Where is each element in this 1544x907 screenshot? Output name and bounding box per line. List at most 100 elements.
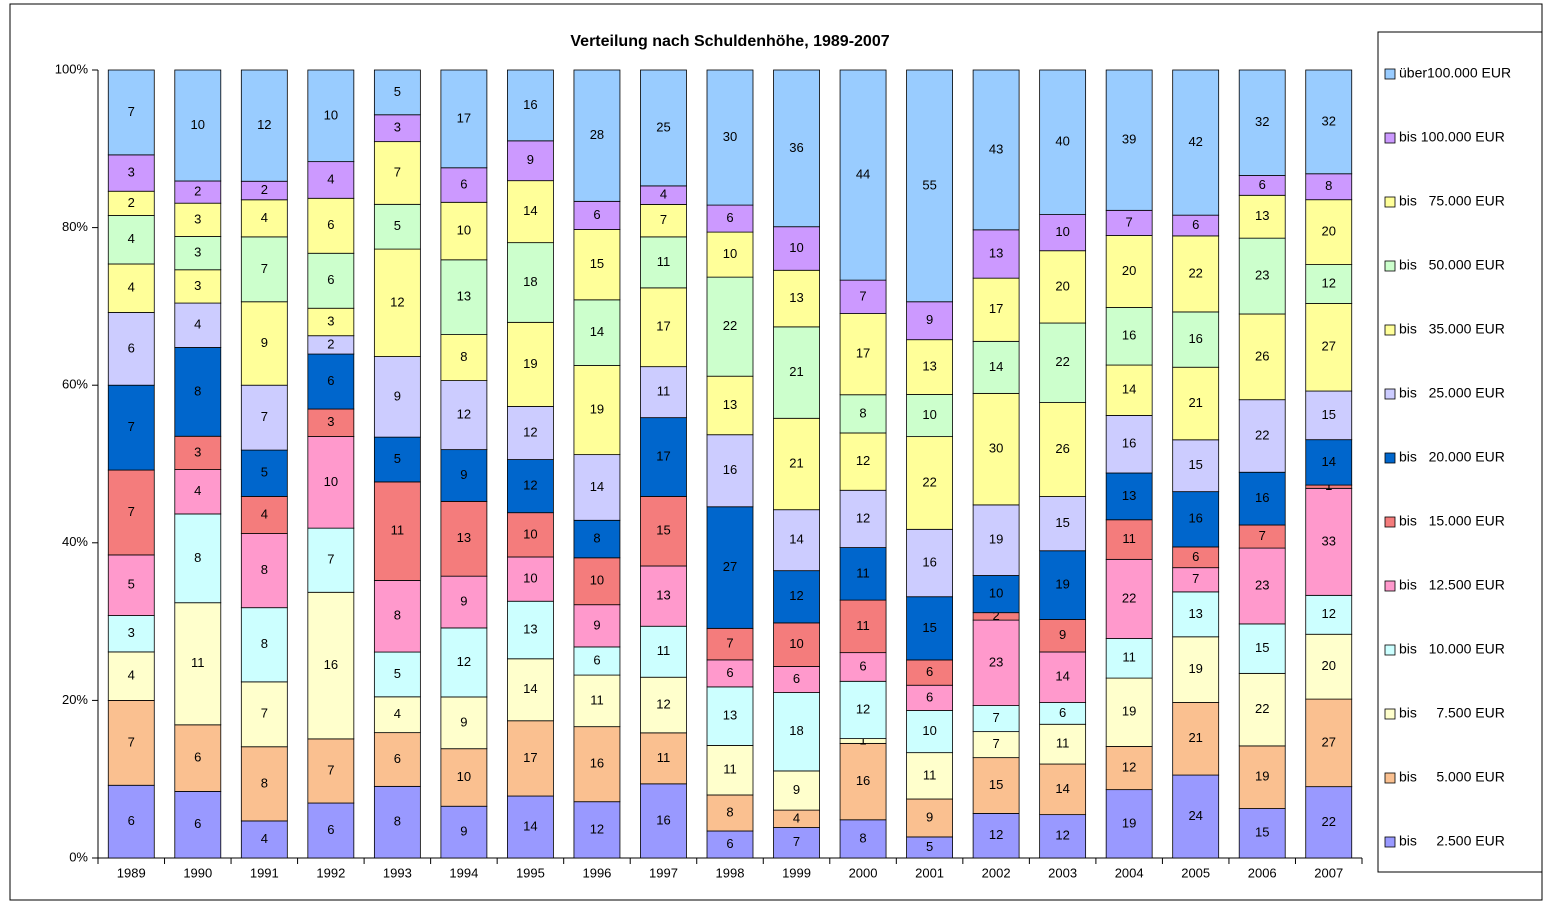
data-label: 16 [1188,331,1202,346]
data-label: 1 [859,732,866,747]
bar-segment [1039,723,1087,765]
data-label: 18 [789,723,803,738]
data-label: 15 [989,777,1003,792]
data-label: 4 [660,187,667,202]
bar-segment [174,302,222,348]
data-label: 13 [457,530,471,545]
data-label: 9 [793,782,800,797]
data-label: 15 [656,523,670,538]
bar-segment [839,547,887,601]
x-tick-label: 1999 [782,865,811,880]
data-label: 13 [723,397,737,412]
legend-swatch [1384,132,1396,144]
x-tick-label: 2006 [1248,865,1277,880]
x-tick-label: 1997 [649,865,678,880]
bar-segment [1172,311,1220,368]
bar-segment [307,738,355,804]
bar-segment [773,509,820,572]
bar-segment [174,435,222,470]
data-label: 7 [992,710,999,725]
legend-swatch [1384,580,1396,592]
data-label: 12 [457,407,471,422]
bar-segment [107,615,155,653]
bar-segment [107,312,155,386]
bar-segment [240,607,288,683]
bar-segment [1238,623,1286,674]
data-label: 3 [194,444,201,459]
bar-segment [972,757,1020,814]
bar-segment [1238,399,1286,473]
bar-segment [573,604,621,648]
data-label: 11 [923,767,937,782]
bar-segment [373,651,421,698]
bar-segment [706,231,754,278]
bar-segment [307,252,355,309]
data-label: 2 [194,184,201,199]
bar-segment [1105,677,1153,747]
bar-segment [507,459,554,514]
bar-segment [839,819,887,859]
data-label: 14 [590,479,604,494]
bar-segment [640,783,687,859]
bar-segment [1105,69,1153,211]
bar-segment [1238,672,1286,747]
x-tick-label: 2001 [915,865,944,880]
data-label: 22 [1255,701,1269,716]
bar-segment [1105,235,1153,308]
bar-segment [1039,651,1087,703]
data-label: 10 [523,526,537,541]
data-label: 9 [460,824,467,839]
legend-label: bis 7.500 EUR [1399,705,1505,721]
data-label: 12 [856,453,870,468]
data-label: 2 [128,195,135,210]
legend-box [1377,31,1543,873]
data-label: 11 [657,750,671,765]
bar-segment [240,496,288,534]
data-label: 11 [723,762,737,777]
data-label: 5 [261,465,268,480]
bar-segment [1172,366,1220,441]
bar-segment [373,481,421,581]
data-label: 16 [1122,328,1136,343]
bar-segment [440,500,488,577]
bar-segment [507,69,554,142]
data-label: 19 [989,532,1003,547]
bar-segment [174,202,222,237]
bar-segment [773,226,820,271]
bar-segment [640,417,687,497]
data-label: 27 [1322,734,1336,749]
data-label: 14 [989,359,1003,374]
bar-segment [640,732,687,785]
bar-segment [706,375,754,436]
bar-segment [107,784,155,859]
bar-segment [573,674,621,728]
data-label: 11 [856,618,870,633]
legend-swatch [1384,452,1396,464]
data-label: 14 [789,532,803,547]
legend-swatch [1384,708,1396,720]
bar-segment [839,279,887,314]
data-label: 16 [523,97,537,112]
bar-segment [307,802,355,859]
bar-segment [174,347,222,437]
data-label: 21 [1188,730,1202,745]
bar-segment [773,692,820,772]
bar-segment [307,353,355,410]
bar-segment [640,69,687,187]
data-label: 16 [922,554,936,569]
data-label: 17 [856,346,870,361]
data-label: 4 [793,810,800,825]
bar-segment [839,742,887,821]
bar-segment [107,554,155,616]
x-tick-label: 1994 [449,865,478,880]
bar-segment [373,248,421,357]
bar-segment [507,140,554,182]
bar-segment [1105,519,1153,560]
data-label: 6 [128,813,135,828]
bar-segment [107,651,155,701]
bar-segment [440,380,488,451]
bar-segment [1305,487,1353,596]
y-tick-label: 20% [62,692,88,707]
bar-segment [573,726,621,803]
data-label: 10 [457,222,471,237]
